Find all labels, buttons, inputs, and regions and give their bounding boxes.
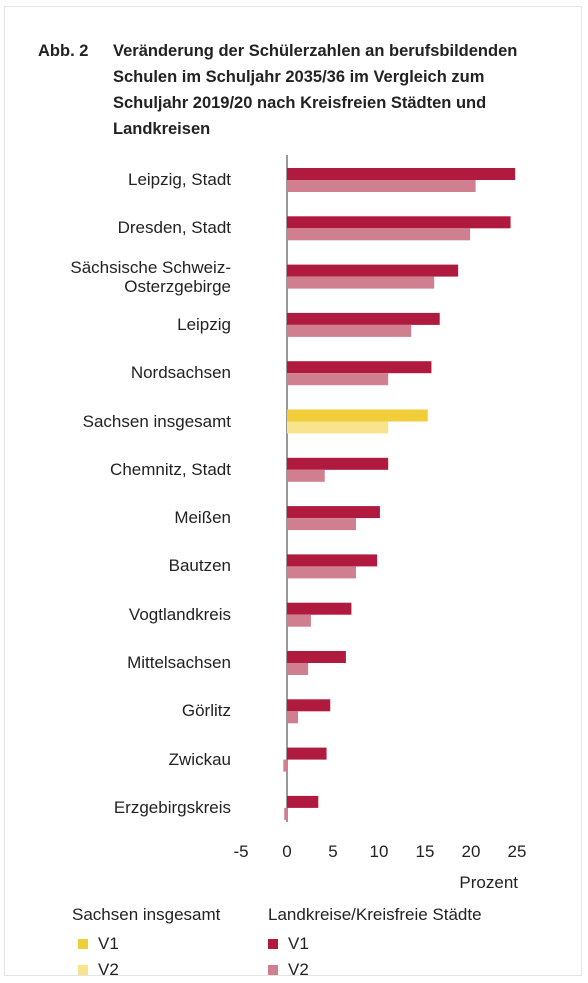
figure-label: Abb. 2 (38, 42, 89, 60)
legend-label: V1 (288, 934, 309, 953)
legend-label: V1 (98, 934, 119, 953)
legend-title: Landkreise/Kreisfreie Städte (268, 905, 482, 924)
bar (287, 180, 476, 192)
frame (4, 6, 582, 976)
bar (283, 759, 287, 772)
y-tick-label: Erzgebirgskreis (113, 797, 231, 817)
bar (287, 554, 378, 567)
x-tick-label: -5 (233, 842, 249, 861)
x-tick-label: 5 (328, 842, 338, 861)
bar (287, 312, 440, 325)
y-tick-label: Chemnitz, Stadt (110, 459, 231, 479)
bar (287, 228, 471, 241)
bar (287, 457, 389, 470)
bar (287, 168, 516, 180)
bar (287, 747, 327, 760)
y-tick-label: Leipzig (177, 314, 231, 334)
y-tick-label: Zwickau (168, 749, 231, 769)
bar (287, 324, 412, 337)
legend-title: Sachsen insgesamt (72, 905, 221, 924)
bar (287, 699, 331, 712)
legend-swatch (268, 965, 278, 975)
bar (287, 276, 435, 289)
x-tick-label: 25 (507, 842, 527, 861)
y-tick-label: Meißen (174, 508, 231, 528)
x-tick-label: 10 (369, 842, 389, 861)
y-tick-label: Görlitz (181, 701, 231, 721)
bar (284, 807, 287, 820)
bar (287, 216, 511, 229)
y-tick-label: Sächsische Schweiz- Osterzgebirge (70, 257, 231, 296)
bar (287, 651, 346, 663)
bar (287, 409, 428, 422)
x-tick-label: 0 (282, 842, 292, 861)
bar (287, 469, 325, 482)
y-tick-label: Vogtlandkreis (128, 604, 231, 624)
x-tick-label: 15 (415, 842, 435, 861)
y-tick-label: Leipzig, Stadt (127, 170, 231, 189)
bar (287, 373, 389, 386)
bar (287, 566, 356, 579)
y-tick-label: Dresden, Stadt (117, 218, 231, 238)
chart-title: Veränderung der Schülerzahlen an berufsb… (113, 42, 518, 138)
legend-label: V2 (288, 960, 309, 979)
x-tick-label: 20 (461, 842, 481, 861)
bar (287, 361, 432, 374)
bar (287, 506, 380, 519)
legend-label: V2 (98, 960, 119, 979)
y-tick-label: Nordsachsen (130, 363, 231, 383)
legend-swatch (78, 939, 88, 949)
y-tick-label: Bautzen (168, 556, 231, 576)
bar (287, 518, 356, 531)
bar (287, 421, 389, 434)
bar (287, 663, 309, 675)
bar (287, 264, 459, 277)
x-axis-label: Prozent (459, 873, 518, 892)
legend-swatch (268, 939, 278, 949)
y-tick-label: Mittelsachsen (127, 653, 231, 672)
bar (287, 795, 319, 808)
bar (287, 602, 352, 615)
bar (287, 614, 311, 627)
bar (287, 711, 299, 724)
y-tick-label: Sachsen insgesamt (82, 411, 231, 431)
legend-swatch (78, 965, 88, 975)
